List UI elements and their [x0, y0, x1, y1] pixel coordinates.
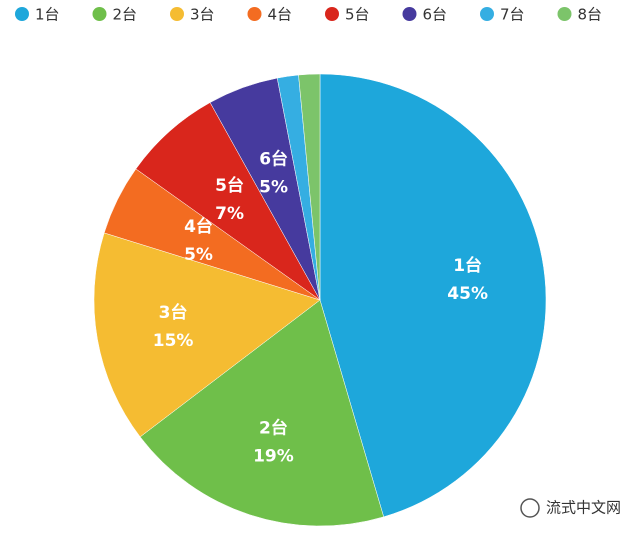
slice-value-label: 5%: [184, 245, 213, 265]
legend-swatch: [92, 7, 107, 21]
slice-value-label: 15%: [153, 331, 194, 351]
slice: [319, 73, 547, 518]
slice-category: 4台: [184, 216, 213, 237]
slice: [298, 73, 321, 301]
legend-swatch: [480, 7, 494, 21]
slice-value-label: 5%: [259, 178, 288, 198]
legend-label: 2台: [113, 6, 138, 24]
legend-label: 7台: [500, 6, 525, 24]
labels: 1台 45% 2台 19% 3台 15% 4台 5% 5台 7% 6台 5%: [153, 149, 488, 467]
slices: [93, 73, 547, 527]
legend-swatch: [325, 7, 339, 21]
slice-value-label: 19%: [253, 447, 294, 467]
slice-category: 5台: [215, 175, 244, 196]
legend-label: 4台: [268, 6, 293, 24]
slice-category: 3台: [159, 302, 188, 323]
slice: [135, 102, 321, 301]
legend-swatch: [15, 7, 29, 21]
legend-swatch: [170, 7, 184, 21]
watermark: 流式中文网: [520, 498, 621, 518]
legend-label: 8台: [578, 6, 603, 24]
slice-value-label: 45%: [447, 284, 488, 304]
legend-swatch: [557, 7, 572, 21]
slice-category: 1台: [453, 255, 482, 276]
slice: [139, 299, 384, 527]
legend-label: 6台: [423, 6, 448, 24]
watermark-text: 流式中文网: [546, 499, 621, 517]
watermark-icon: [520, 498, 540, 518]
legend-swatch: [247, 7, 262, 21]
legend-swatch: [402, 7, 417, 21]
slice-value-label: 7%: [215, 204, 244, 224]
legend-label: 3台: [190, 6, 215, 24]
slice-category: 2台: [259, 418, 288, 439]
slice: [93, 232, 321, 438]
slice-category: 6台: [259, 149, 288, 170]
legend-label: 1台: [35, 6, 60, 24]
legend-label: 5台: [345, 6, 370, 24]
